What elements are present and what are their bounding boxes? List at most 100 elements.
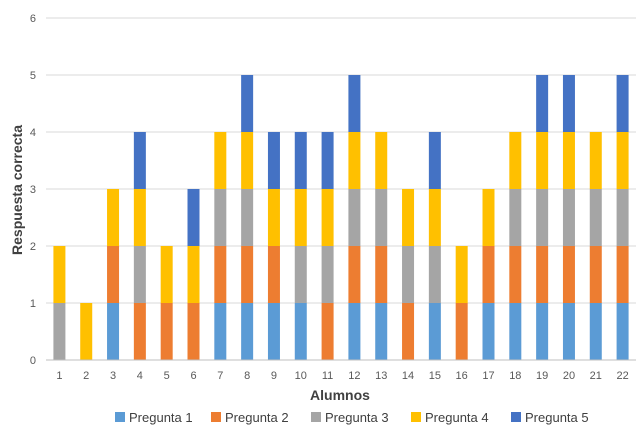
legend-label-pregunta-5: Pregunta 5 [525,410,589,425]
bar-segment-pregunta-5 [187,189,200,246]
x-tick-label: 12 [348,370,360,382]
bar-segment-pregunta-1 [589,303,602,360]
x-tick-label: 16 [456,370,468,382]
x-tick-label: 17 [482,370,494,382]
bar-segment-pregunta-2 [267,246,280,303]
y-tick-labels: 0 1 2 3 4 5 6 [30,13,36,367]
y-tick-label: 1 [30,298,36,310]
bar-segment-pregunta-2 [482,246,495,303]
legend-label-pregunta-3: Pregunta 3 [325,410,389,425]
bar-segment-pregunta-4 [241,132,254,189]
x-tick-label: 21 [590,370,602,382]
bar-segment-pregunta-5 [536,75,549,132]
bar-segment-pregunta-5 [133,132,146,189]
x-tick-label: 14 [402,370,414,382]
bar-segment-pregunta-3 [536,189,549,246]
bar-segment-pregunta-4 [214,132,227,189]
legend-label-pregunta-1: Pregunta 1 [129,410,193,425]
x-axis-title: Alumnos [310,387,370,403]
bar-segment-pregunta-2 [133,303,146,360]
bar-segment-pregunta-4 [482,189,495,246]
x-tick-label: 4 [137,370,143,382]
legend-label-pregunta-2: Pregunta 2 [225,410,289,425]
x-tick-label: 3 [110,370,116,382]
bar-segment-pregunta-1 [509,303,522,360]
bar-segment-pregunta-3 [562,189,575,246]
bar-segment-pregunta-4 [294,189,307,246]
bar-segment-pregunta-4 [160,246,173,303]
bar-segment-pregunta-2 [616,246,629,303]
bar-segment-pregunta-3 [214,189,227,246]
bar-segment-pregunta-4 [267,189,280,246]
bars [53,75,629,360]
bar-segment-pregunta-2 [589,246,602,303]
y-tick-label: 6 [30,13,36,25]
x-tick-label: 5 [164,370,170,382]
bar-segment-pregunta-2 [509,246,522,303]
y-tick-label: 3 [30,184,36,196]
x-tick-label: 1 [56,370,62,382]
bar-segment-pregunta-1 [294,303,307,360]
y-tick-label: 4 [30,127,36,139]
bar-segment-pregunta-3 [53,303,66,360]
bar-segment-pregunta-2 [321,303,334,360]
bar-segment-pregunta-4 [80,303,93,360]
bar-segment-pregunta-5 [616,75,629,132]
bar-segment-pregunta-2 [160,303,173,360]
legend-swatch-pregunta-1 [115,412,125,422]
x-tick-label: 20 [563,370,575,382]
bar-segment-pregunta-1 [482,303,495,360]
y-axis-title: Respuesta correcta [9,125,25,255]
bar-segment-pregunta-5 [294,132,307,189]
x-tick-label: 22 [616,370,628,382]
bar-segment-pregunta-3 [616,189,629,246]
x-tick-label: 15 [429,370,441,382]
x-tick-label: 7 [217,370,223,382]
bar-segment-pregunta-3 [348,189,361,246]
bar-segment-pregunta-2 [107,246,120,303]
x-tick-label: 11 [322,370,333,382]
bar-segment-pregunta-3 [589,189,602,246]
bar-segment-pregunta-3 [428,246,441,303]
x-tick-label: 6 [190,370,196,382]
legend-label-pregunta-4: Pregunta 4 [425,410,489,425]
bar-segment-pregunta-1 [536,303,549,360]
bar-segment-pregunta-3 [375,189,388,246]
bar-segment-pregunta-1 [267,303,280,360]
bar-segment-pregunta-5 [267,132,280,189]
bar-segment-pregunta-1 [428,303,441,360]
bar-segment-pregunta-1 [107,303,120,360]
bar-segment-pregunta-2 [187,303,200,360]
x-tick-label: 9 [271,370,277,382]
x-tick-label: 2 [83,370,89,382]
bar-segment-pregunta-2 [348,246,361,303]
bar-segment-pregunta-5 [348,75,361,132]
bar-segment-pregunta-4 [536,132,549,189]
legend-swatch-pregunta-4 [411,412,421,422]
x-tick-label: 18 [509,370,521,382]
bar-segment-pregunta-2 [241,246,254,303]
bar-segment-pregunta-4 [589,132,602,189]
bar-segment-pregunta-1 [241,303,254,360]
x-tick-label: 13 [375,370,387,382]
bar-segment-pregunta-4 [428,189,441,246]
bar-segment-pregunta-3 [402,246,415,303]
x-tick-label: 10 [295,370,307,382]
bar-segment-pregunta-4 [375,132,388,189]
bar-segment-pregunta-4 [53,246,66,303]
bar-segment-pregunta-3 [133,246,146,303]
x-tick-labels: 1 2 3 4 5 6 7 8 9 10 11 12 13 14 15 16 17 18 19 20 21 22 [56,370,628,382]
bar-segment-pregunta-3 [241,189,254,246]
bar-segment-pregunta-4 [321,189,334,246]
legend-swatch-pregunta-2 [211,412,221,422]
bar-segment-pregunta-4 [107,189,120,246]
bar-segment-pregunta-3 [321,246,334,303]
bar-segment-pregunta-5 [428,132,441,189]
bar-segment-pregunta-4 [402,189,415,246]
legend: Pregunta 1 Pregunta 2 Pregunta 3 Pregunta 4… [115,410,589,425]
y-tick-label: 2 [30,241,36,253]
bar-segment-pregunta-4 [187,246,200,303]
bar-segment-pregunta-4 [509,132,522,189]
bar-segment-pregunta-1 [214,303,227,360]
x-tick-label: 8 [244,370,250,382]
